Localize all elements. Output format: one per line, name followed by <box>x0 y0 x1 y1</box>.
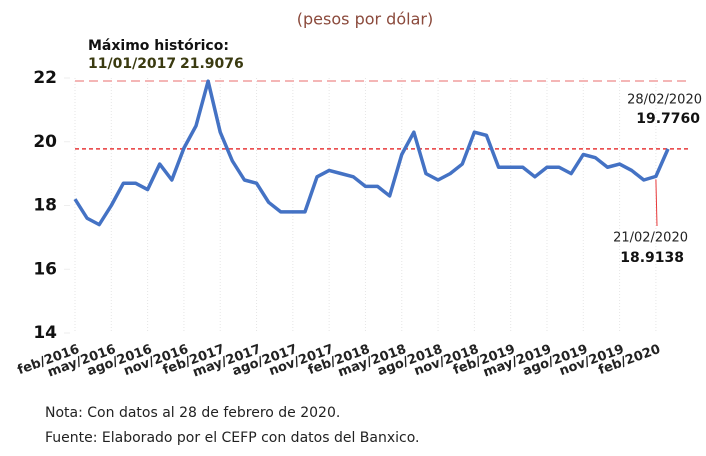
y-tick-label: 14 <box>33 323 57 343</box>
annotation-value: 19.7760 <box>636 111 700 127</box>
footnote: Nota: Con datos al 28 de febrero de 2020… <box>45 405 340 421</box>
y-tick-label: 18 <box>33 196 57 216</box>
y-tick-label: 22 <box>33 68 57 88</box>
annotation-date: 28/02/2020 <box>627 93 702 108</box>
annotation-title: Máximo histórico: <box>88 38 229 54</box>
footnote: Fuente: Elaborado por el CEFP con datos … <box>45 430 420 446</box>
chart-subtitle: (pesos por dólar) <box>297 10 433 29</box>
annotation-value: 18.9138 <box>620 250 684 266</box>
annotation-pointer <box>655 179 658 227</box>
y-tick-label: 20 <box>33 132 57 152</box>
annotation-date: 11/01/2017 <box>88 56 176 72</box>
annotation-date: 21/02/2020 <box>613 231 688 246</box>
data-line <box>73 79 670 227</box>
annotation-value: 21.9076 <box>180 56 244 72</box>
y-tick-label: 16 <box>33 259 57 279</box>
